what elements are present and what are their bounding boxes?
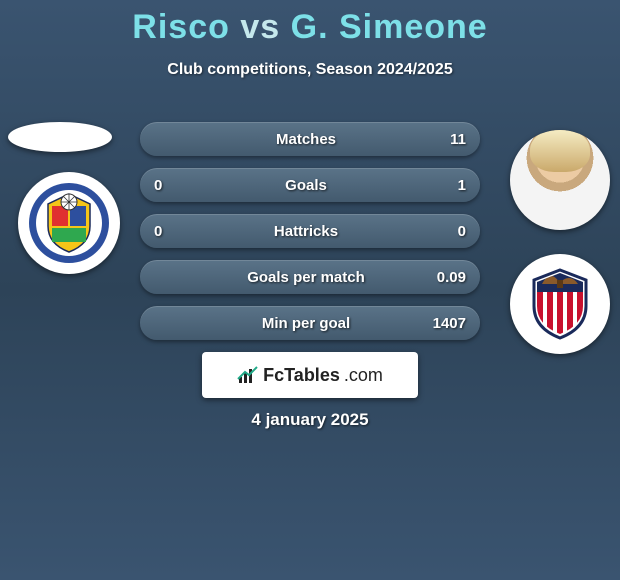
- player2-name: G. Simeone: [291, 8, 488, 46]
- comparison-title: Risco vs G. Simeone: [0, 0, 620, 47]
- brand-suffix: .com: [344, 365, 383, 386]
- snapshot-date: 4 january 2025: [0, 410, 620, 430]
- stat-label: Hattricks: [190, 223, 422, 240]
- stat-label: Goals: [190, 177, 422, 194]
- getafe-badge-icon: [28, 182, 110, 264]
- player1-name: Risco: [132, 8, 230, 46]
- stat-right-value: 0.09: [422, 269, 466, 286]
- player2-club-badge: [510, 254, 610, 354]
- stat-left-value: 0: [154, 177, 190, 194]
- stat-right-value: 1: [422, 177, 466, 194]
- player1-club-badge: [18, 172, 120, 274]
- stat-right-value: 1407: [422, 315, 466, 332]
- stat-row: Matches11: [140, 122, 480, 156]
- player2-avatar: [510, 130, 610, 230]
- stat-row: Goals per match0.09: [140, 260, 480, 294]
- brand-badge[interactable]: FcTables.com: [202, 352, 418, 398]
- stat-row: Min per goal1407: [140, 306, 480, 340]
- stat-right-value: 11: [422, 131, 466, 148]
- subtitle: Club competitions, Season 2024/2025: [0, 61, 620, 79]
- stat-label: Min per goal: [190, 315, 422, 332]
- stat-row: 0Goals1: [140, 168, 480, 202]
- stat-label: Goals per match: [190, 269, 422, 286]
- atletico-badge-icon: [520, 264, 600, 344]
- stat-left-value: 0: [154, 223, 190, 240]
- brand-name: FcTables: [263, 365, 340, 386]
- vs-label: vs: [240, 8, 280, 46]
- stats-table: Matches110Goals10Hattricks0Goals per mat…: [140, 122, 480, 352]
- bar-chart-icon: [237, 365, 259, 385]
- stat-label: Matches: [190, 131, 422, 148]
- stat-row: 0Hattricks0: [140, 214, 480, 248]
- stat-right-value: 0: [422, 223, 466, 240]
- player1-avatar: [8, 122, 112, 152]
